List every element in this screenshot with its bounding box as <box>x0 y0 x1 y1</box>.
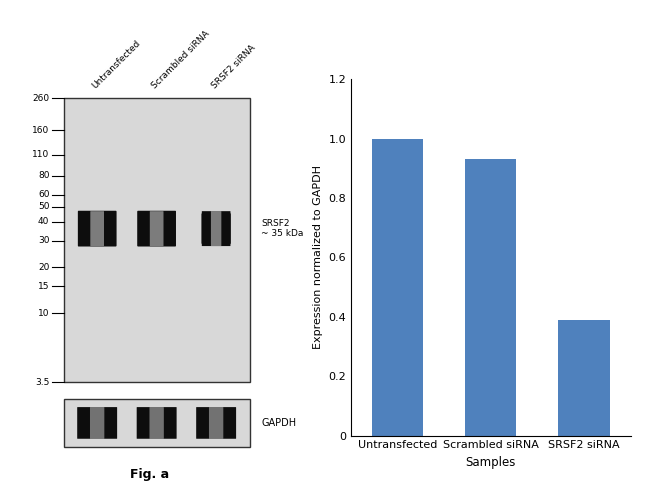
Text: GAPDH: GAPDH <box>261 418 296 428</box>
FancyBboxPatch shape <box>202 211 231 246</box>
Text: 10: 10 <box>38 308 49 318</box>
Text: 15: 15 <box>38 282 49 291</box>
Y-axis label: Expression normalized to GAPDH: Expression normalized to GAPDH <box>313 165 323 349</box>
Bar <box>372 139 423 436</box>
Bar <box>558 320 610 436</box>
Text: Fig. a: Fig. a <box>130 468 169 481</box>
FancyBboxPatch shape <box>209 407 224 439</box>
Text: 60: 60 <box>38 191 49 199</box>
Text: SRSF2 siRNA: SRSF2 siRNA <box>210 43 257 90</box>
Text: Untransfected: Untransfected <box>91 38 143 90</box>
Text: 110: 110 <box>32 150 49 159</box>
Text: 40: 40 <box>38 217 49 226</box>
Text: 20: 20 <box>38 263 49 272</box>
FancyBboxPatch shape <box>90 407 105 439</box>
Text: 80: 80 <box>38 171 49 181</box>
FancyBboxPatch shape <box>78 211 116 246</box>
FancyBboxPatch shape <box>196 407 236 439</box>
FancyBboxPatch shape <box>77 407 117 439</box>
Text: 30: 30 <box>38 236 49 245</box>
FancyBboxPatch shape <box>202 213 231 244</box>
FancyBboxPatch shape <box>211 211 222 246</box>
Text: 3.5: 3.5 <box>35 378 49 387</box>
Text: SRSF2
~ 35 kDa: SRSF2 ~ 35 kDa <box>261 219 304 238</box>
X-axis label: Samples: Samples <box>465 456 516 469</box>
Text: Scrambled siRNA: Scrambled siRNA <box>150 29 212 90</box>
FancyBboxPatch shape <box>64 98 250 382</box>
FancyBboxPatch shape <box>78 211 116 247</box>
FancyBboxPatch shape <box>150 211 164 246</box>
FancyBboxPatch shape <box>64 398 250 447</box>
FancyBboxPatch shape <box>90 211 104 246</box>
FancyBboxPatch shape <box>138 211 176 246</box>
FancyBboxPatch shape <box>137 211 176 247</box>
FancyBboxPatch shape <box>136 407 177 439</box>
FancyBboxPatch shape <box>150 407 164 439</box>
Text: 50: 50 <box>38 202 49 211</box>
Text: 260: 260 <box>32 94 49 102</box>
Text: 160: 160 <box>32 126 49 135</box>
Bar <box>465 159 516 436</box>
